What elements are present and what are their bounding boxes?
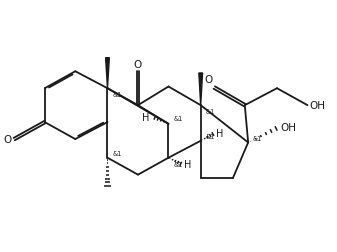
Polygon shape [105,58,109,89]
Text: &1: &1 [206,109,215,115]
Text: H: H [184,160,191,170]
Text: &1: &1 [112,150,121,156]
Text: O: O [3,135,11,144]
Text: O: O [134,59,142,69]
Text: &1: &1 [113,92,122,98]
Text: &1: &1 [173,115,183,121]
Polygon shape [199,74,203,106]
Text: &1: &1 [173,161,183,167]
Text: &1: &1 [253,136,262,142]
Text: H: H [216,129,224,139]
Text: H: H [143,113,150,122]
Text: O: O [204,75,213,85]
Text: OH: OH [309,101,326,111]
Text: OH: OH [281,123,297,133]
Text: &1: &1 [206,134,215,139]
